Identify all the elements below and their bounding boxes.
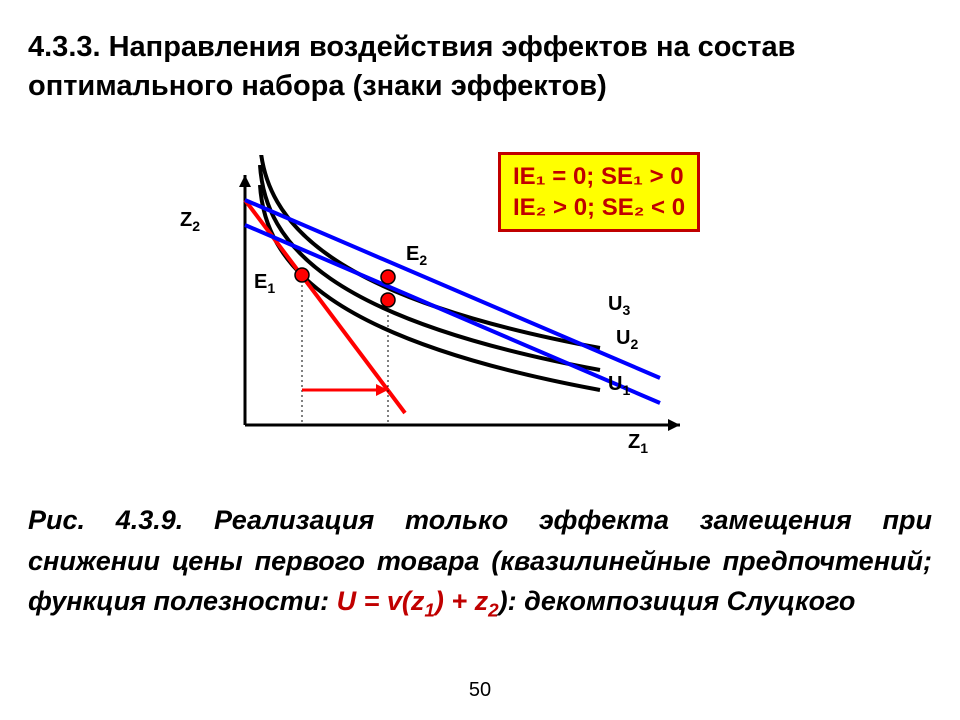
substitution-arrow: [302, 384, 388, 396]
page-title: 4.3.3. Направления воздействия эффектов …: [28, 28, 932, 106]
point-e3: [381, 293, 395, 307]
u3-label: U3: [608, 293, 630, 318]
e1-label: E1: [254, 271, 275, 296]
x-axis-label: Z1: [628, 431, 648, 456]
u2-label: U2: [616, 327, 638, 352]
budget-blue1: [245, 225, 660, 403]
y-axis-label: Z2: [180, 209, 200, 234]
point-e1: [295, 268, 309, 282]
drop-lines: [302, 275, 388, 425]
page-number: 50: [0, 679, 960, 702]
diagram: Z2 Z1 U3 U2 U1 E1 E2: [190, 155, 770, 465]
budget-blue2: [245, 200, 660, 378]
u1-label: U1: [608, 373, 630, 398]
e2-label: E2: [406, 243, 427, 268]
point-e2: [381, 270, 395, 284]
figure-caption: Рис. 4.3.9. Реализация только эффекта за…: [28, 500, 932, 626]
budget-lines: [245, 200, 660, 413]
